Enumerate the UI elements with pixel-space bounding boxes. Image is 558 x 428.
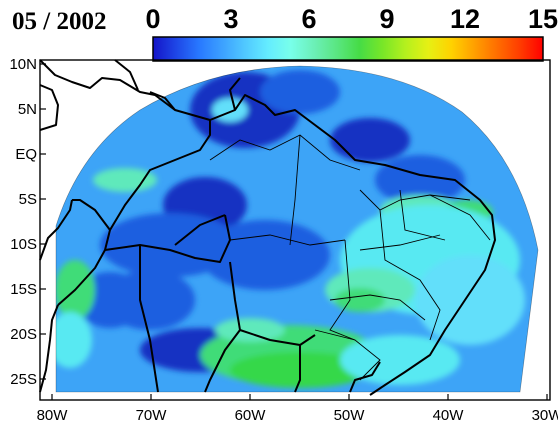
- latitude-tick-label: 10S: [10, 236, 37, 253]
- field-blob: [375, 155, 465, 205]
- colorbar: 0 3 6 9 12 15: [145, 4, 558, 62]
- colorbar-tick-label: 0: [145, 4, 160, 34]
- longitude-tick-label: 40W: [433, 407, 465, 424]
- state-borders: [209, 134, 491, 381]
- field-blob: [93, 168, 157, 192]
- field-blob: [215, 318, 285, 342]
- latitude-tick-label: 5N: [18, 101, 37, 118]
- field-blob: [330, 118, 410, 162]
- longitude-tick-label: 60W: [235, 407, 267, 424]
- precipitation-field: [56, 66, 538, 392]
- latitude-tick-label: 20S: [10, 326, 37, 343]
- colorbar-gradient: [152, 36, 544, 62]
- colorbar-tick-label: 15: [528, 4, 558, 34]
- field-blobs: [56, 70, 525, 388]
- colorbar-tick-label: 6: [301, 4, 316, 34]
- coastlines-and-borders: [39, 59, 496, 396]
- field-blob: [56, 312, 92, 368]
- field-blob: [340, 335, 460, 385]
- field-blob: [200, 220, 330, 290]
- longitude-tick-label: 50W: [334, 407, 366, 424]
- colorbar-tick-label: 9: [379, 4, 394, 34]
- colorbar-tick-labels: 0 3 6 9 12 15: [145, 4, 558, 34]
- longitude-axis: 80W 70W 60W 50W 40W 30W: [37, 394, 558, 424]
- latitude-tick-label: 15S: [10, 281, 37, 298]
- field-blob: [335, 288, 385, 312]
- longitude-tick-label: 80W: [37, 407, 69, 424]
- field-blob: [212, 98, 248, 122]
- latitude-tick-label: 25S: [10, 371, 37, 388]
- plot-frame: [39, 59, 551, 401]
- field-blob: [260, 70, 340, 114]
- longitude-tick-label: 30W: [532, 407, 558, 424]
- latitude-tick-label: EQ: [15, 146, 37, 163]
- colorbar-tick-label: 3: [223, 4, 238, 34]
- field-blob: [415, 255, 525, 345]
- colorbar-tick-label: 12: [450, 4, 480, 34]
- latitude-axis: 10N 5N EQ 5S 10S 15S 20S 25S: [9, 56, 46, 388]
- date-label: 05 / 2002: [12, 8, 107, 35]
- domain-outline: [55, 65, 539, 393]
- latitude-tick-label: 5S: [19, 191, 37, 208]
- latitude-tick-label: 10N: [9, 56, 37, 73]
- longitude-tick-label: 70W: [136, 407, 168, 424]
